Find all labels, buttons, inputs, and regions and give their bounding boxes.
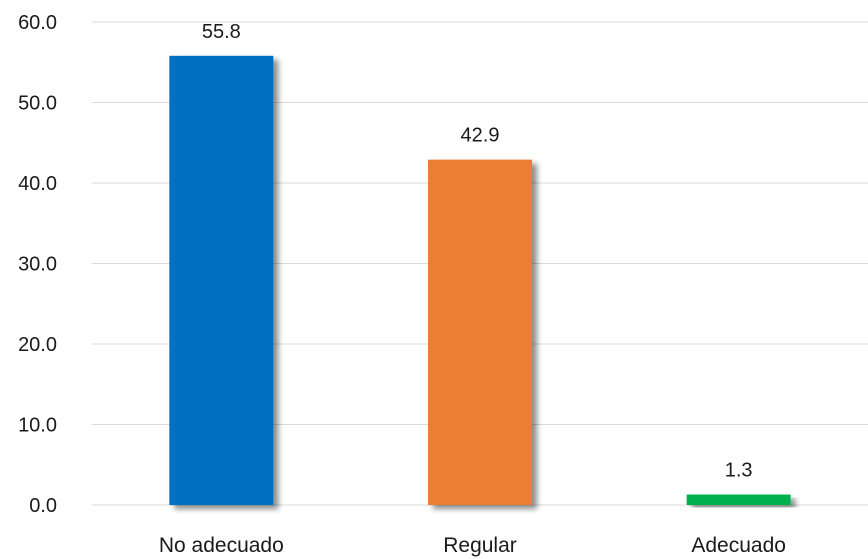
x-axis-category-labels: No adecuado Regular Adecuado <box>159 534 786 557</box>
y-tick-label: 40.0 <box>18 173 57 195</box>
y-tick-label: 0.0 <box>29 495 57 517</box>
data-label: 1.3 <box>725 460 753 482</box>
y-axis-tick-labels: 0.0 10.0 20.0 30.0 40.0 50.0 60.0 <box>18 12 57 517</box>
bar <box>428 159 532 505</box>
category-label: Regular <box>443 534 517 557</box>
y-tick-label: 50.0 <box>18 93 57 115</box>
y-tick-label: 30.0 <box>18 254 57 276</box>
bars <box>169 55 791 506</box>
data-label: 42.9 <box>461 125 500 147</box>
y-tick-label: 10.0 <box>18 415 57 437</box>
category-label: Adecuado <box>691 534 786 557</box>
y-tick-label: 60.0 <box>18 12 57 34</box>
y-tick-label: 20.0 <box>18 334 57 356</box>
category-label: No adecuado <box>159 534 284 557</box>
data-label: 55.8 <box>202 21 241 43</box>
bar <box>169 55 274 506</box>
bar <box>686 494 791 505</box>
data-labels: 55.8 42.9 1.3 <box>202 21 753 482</box>
